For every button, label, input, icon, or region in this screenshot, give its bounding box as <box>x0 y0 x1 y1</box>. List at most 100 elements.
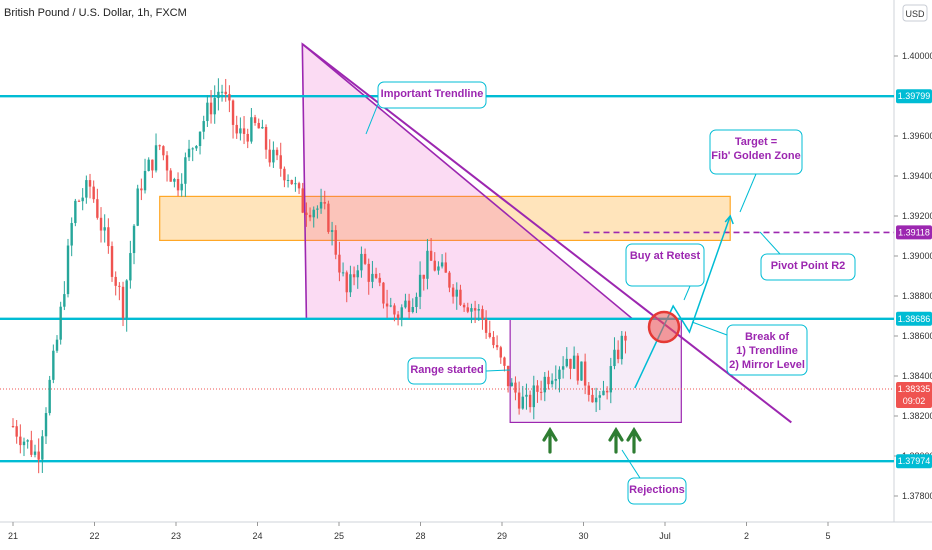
candle-body <box>569 358 572 369</box>
candle-body <box>173 179 176 182</box>
x-tick-label: 23 <box>171 531 181 541</box>
chart-title: British Pound / U.S. Dollar, 1h, FXCM <box>4 7 187 19</box>
candle-body <box>374 273 378 278</box>
currency-badge[interactable] <box>902 4 928 22</box>
candle-body <box>44 413 48 437</box>
candle-body <box>602 390 605 396</box>
y-tick-label: 1.40000 <box>902 51 932 61</box>
pivot-callout-text: Pivot Point R2 <box>771 260 846 272</box>
y-tick-label: 1.37800 <box>902 491 932 501</box>
arrow-head-icon <box>724 214 734 225</box>
candle-body <box>96 199 99 218</box>
candle-body <box>275 149 279 156</box>
candle-body <box>415 296 418 308</box>
x-tick-label: 5 <box>825 531 830 541</box>
candle-body <box>154 145 158 171</box>
price-label-countdown: 09:02 <box>903 396 926 406</box>
candle-body <box>583 361 587 386</box>
trendline-callout-text: Important Trendline <box>381 88 484 100</box>
candle-body <box>147 159 150 171</box>
candle-body <box>308 214 312 218</box>
candle-body <box>473 308 477 311</box>
candle-body <box>136 188 139 226</box>
candle-body <box>48 379 51 414</box>
rejection-arrow-icon <box>608 426 624 454</box>
candle-body <box>440 262 444 267</box>
candle-body <box>517 392 521 409</box>
candle-body <box>455 289 458 297</box>
candle-body <box>334 230 337 255</box>
break-circle <box>647 310 681 344</box>
break-callout-text: Break of <box>745 331 789 343</box>
target-callout-box <box>709 129 803 175</box>
candle-body <box>162 146 165 156</box>
rejections-callout-text: Rejections <box>629 484 685 496</box>
y-tick-label: 1.39600 <box>902 131 932 141</box>
candle-body <box>158 145 161 147</box>
candle-body <box>363 253 367 264</box>
candle-body <box>70 223 73 246</box>
candle-body <box>184 157 187 184</box>
candle-body <box>125 280 128 318</box>
candle-body <box>143 170 147 191</box>
price-label-text: 1.39799 <box>898 91 931 101</box>
candle-body <box>576 355 579 381</box>
candle-body <box>257 122 260 129</box>
candle-body <box>99 217 103 231</box>
candle-body <box>107 227 110 247</box>
x-tick-label: 28 <box>415 531 425 541</box>
candle-body <box>169 170 172 182</box>
price-label-tag <box>896 89 932 104</box>
buy-callout-box <box>625 243 705 287</box>
candle-body <box>422 274 425 279</box>
trendline-callout-pointer <box>365 103 379 135</box>
candle-body <box>477 309 480 311</box>
range-callout-text: Range started <box>410 364 483 376</box>
candle-body <box>470 308 473 312</box>
candle-body <box>312 209 315 218</box>
candle-body <box>114 276 117 286</box>
candle-body <box>521 396 524 409</box>
candle-body <box>367 263 370 282</box>
candle-body <box>30 440 33 455</box>
candle-body <box>180 183 183 191</box>
candle-body <box>561 366 565 370</box>
candle-body <box>129 253 132 281</box>
candle-body <box>272 149 275 163</box>
candle-body <box>286 179 290 181</box>
candle-body <box>220 91 224 93</box>
range-callout-pointer <box>485 369 511 372</box>
candle-body <box>484 318 488 333</box>
candle-body <box>63 294 66 307</box>
candle-body <box>187 148 191 158</box>
candle-body <box>528 394 532 408</box>
candle-body <box>132 225 136 254</box>
candle-body <box>418 274 422 297</box>
candle-body <box>110 246 114 277</box>
price-label-text: 1.37974 <box>898 456 931 466</box>
candle-body <box>165 155 169 171</box>
break-callout-box <box>726 324 808 376</box>
candle-body <box>459 289 462 305</box>
candle-body <box>88 180 92 187</box>
candle-body <box>352 274 356 278</box>
candle-body <box>231 100 235 125</box>
break-callout-pointer <box>691 321 728 336</box>
x-tick-label: 30 <box>578 531 588 541</box>
candle-body <box>382 282 385 304</box>
candle-body <box>378 277 381 283</box>
candle-body <box>572 355 576 369</box>
break-callout-text: 2) Mirror Level <box>729 359 805 371</box>
candle-body <box>543 376 546 393</box>
rejection-arrow-icon <box>542 426 558 454</box>
x-tick-label: Jul <box>659 531 671 541</box>
price-label-tag <box>896 382 932 408</box>
candle-body <box>514 382 517 393</box>
x-tick-label: 29 <box>497 531 507 541</box>
candle-body <box>297 183 301 189</box>
candle-body <box>264 126 268 150</box>
candle-body <box>217 91 220 99</box>
price-label-text: 1.39118 <box>898 227 930 237</box>
candle-body <box>323 202 326 204</box>
